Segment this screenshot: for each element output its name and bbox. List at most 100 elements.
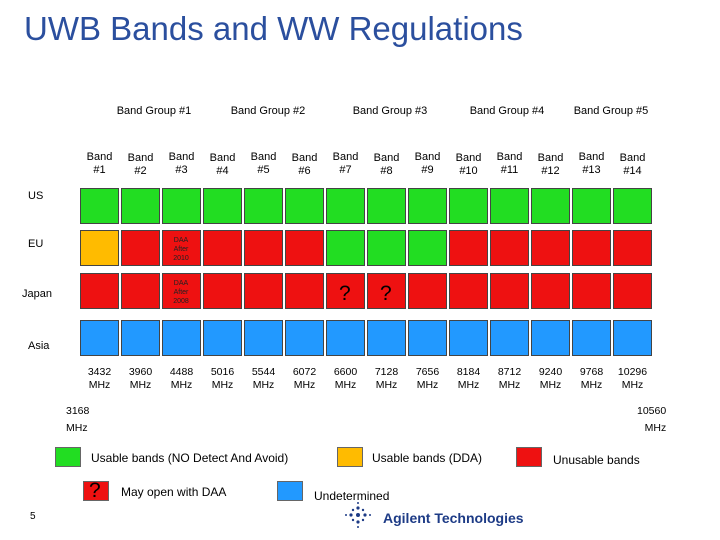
band-cell-asia-9 xyxy=(408,320,447,356)
frequency-label-1: 3432 MHz xyxy=(87,366,112,391)
region-label-eu: EU xyxy=(28,238,44,250)
band-cell-asia-10 xyxy=(449,320,488,356)
band-cell-eu-12 xyxy=(531,230,570,266)
end-frequency: 10560 MHz xyxy=(637,405,667,434)
band-label-7: Band #7 xyxy=(332,151,359,176)
band-label-9: Band #9 xyxy=(414,151,441,176)
band-label-8: Band #8 xyxy=(373,152,400,177)
frequency-label-3: 4488 MHz xyxy=(169,366,194,391)
band-label-11: Band #11 xyxy=(496,151,523,176)
band-cell-us-9 xyxy=(408,188,447,224)
band-label-3: Band #3 xyxy=(168,151,195,176)
frequency-label-14: 10296 MHz xyxy=(617,366,648,391)
band-cell-eu-5 xyxy=(244,230,283,266)
legend-swatch-green xyxy=(55,447,81,467)
band-label-12: Band #12 xyxy=(537,152,564,177)
band-cell-eu-1 xyxy=(80,230,119,266)
band-cell-japan-3 xyxy=(162,273,201,309)
frequency-label-4: 5016 MHz xyxy=(210,366,235,391)
band-group-2-label: Band Group #2 xyxy=(230,105,306,117)
legend-question-mark: ? xyxy=(89,479,101,502)
band-cell-eu-10 xyxy=(449,230,488,266)
band-cell-japan-5 xyxy=(244,273,283,309)
band-cell-asia-4 xyxy=(203,320,242,356)
frequency-label-10: 8184 MHz xyxy=(456,366,481,391)
band-cell-japan-1 xyxy=(80,273,119,309)
page-number: 5 xyxy=(30,511,36,522)
legend-usable-daa: Usable bands (DDA) xyxy=(372,451,483,465)
start-frequency: 3168 MHz xyxy=(66,405,90,434)
agilent-logo-icon xyxy=(345,502,371,528)
legend-usable-no-detect: Usable bands (NO Detect And Avoid) xyxy=(91,451,289,465)
band-cell-us-10 xyxy=(449,188,488,224)
band-cell-us-13 xyxy=(572,188,611,224)
frequency-label-13: 9768 MHz xyxy=(579,366,604,391)
band-label-1: Band #1 xyxy=(86,151,113,176)
slide-title: UWB Bands and WW Regulations xyxy=(24,10,523,47)
band-cell-us-8 xyxy=(367,188,406,224)
band-cell-asia-14 xyxy=(613,320,652,356)
band-cell-us-12 xyxy=(531,188,570,224)
band-cell-japan-7 xyxy=(326,273,365,309)
company-logo-text: Agilent Technologies xyxy=(383,510,524,526)
band-cell-eu-7 xyxy=(326,230,365,266)
frequency-label-2: 3960 MHz xyxy=(128,366,153,391)
band-cell-japan-10 xyxy=(449,273,488,309)
band-cell-asia-6 xyxy=(285,320,324,356)
band-cell-us-14 xyxy=(613,188,652,224)
band-cell-us-11 xyxy=(490,188,529,224)
band-label-6: Band #6 xyxy=(291,152,318,177)
legend-swatch-red xyxy=(516,447,542,467)
band-cell-asia-7 xyxy=(326,320,365,356)
legend-undetermined: Undetermined xyxy=(314,489,390,503)
band-cell-eu-8 xyxy=(367,230,406,266)
band-cell-eu-3 xyxy=(162,230,201,266)
band-cell-asia-11 xyxy=(490,320,529,356)
band-cell-asia-13 xyxy=(572,320,611,356)
band-cell-us-2 xyxy=(121,188,160,224)
frequency-label-5: 5544 MHz xyxy=(251,366,276,391)
band-cell-us-3 xyxy=(162,188,201,224)
band-cell-us-1 xyxy=(80,188,119,224)
band-cell-japan-9 xyxy=(408,273,447,309)
band-cell-us-4 xyxy=(203,188,242,224)
legend-swatch-question xyxy=(83,481,109,501)
legend-unusable: Unusable bands xyxy=(553,453,640,467)
band-cell-eu-11 xyxy=(490,230,529,266)
band-group-4-label: Band Group #4 xyxy=(469,105,545,117)
band-label-14: Band #14 xyxy=(619,152,646,177)
band-cell-us-5 xyxy=(244,188,283,224)
daa-note-eu: DAA After 2010 xyxy=(173,237,189,262)
frequency-label-9: 7656 MHz xyxy=(415,366,440,391)
band-cell-japan-6 xyxy=(285,273,324,309)
band-cell-japan-12 xyxy=(531,273,570,309)
band-cell-japan-8 xyxy=(367,273,406,309)
band-label-5: Band #5 xyxy=(250,151,277,176)
band-cell-us-6 xyxy=(285,188,324,224)
band-label-10: Band #10 xyxy=(455,152,482,177)
region-label-asia: Asia xyxy=(28,340,50,352)
band-cell-japan-2 xyxy=(121,273,160,309)
band-cell-eu-13 xyxy=(572,230,611,266)
band-label-2: Band #2 xyxy=(127,152,154,177)
band-cell-asia-8 xyxy=(367,320,406,356)
band-cell-japan-14 xyxy=(613,273,652,309)
band-cell-asia-12 xyxy=(531,320,570,356)
band-group-1-label: Band Group #1 xyxy=(116,105,192,117)
legend-may-open: May open with DAA xyxy=(121,485,227,499)
frequency-label-8: 7128 MHz xyxy=(374,366,399,391)
frequency-label-11: 8712 MHz xyxy=(497,366,522,391)
legend-swatch-blue xyxy=(277,481,303,501)
band-cell-eu-9 xyxy=(408,230,447,266)
region-label-japan: Japan xyxy=(22,288,52,300)
band-cell-asia-3 xyxy=(162,320,201,356)
question-mark-band-8: ? xyxy=(380,282,392,305)
frequency-label-6: 6072 MHz xyxy=(292,366,317,391)
band-label-4: Band #4 xyxy=(209,152,236,177)
band-cell-eu-4 xyxy=(203,230,242,266)
frequency-label-7: 6600 MHz xyxy=(333,366,358,391)
daa-note-japan: DAA After 2008 xyxy=(173,280,189,305)
band-cell-japan-11 xyxy=(490,273,529,309)
band-label-13: Band #13 xyxy=(578,151,605,176)
